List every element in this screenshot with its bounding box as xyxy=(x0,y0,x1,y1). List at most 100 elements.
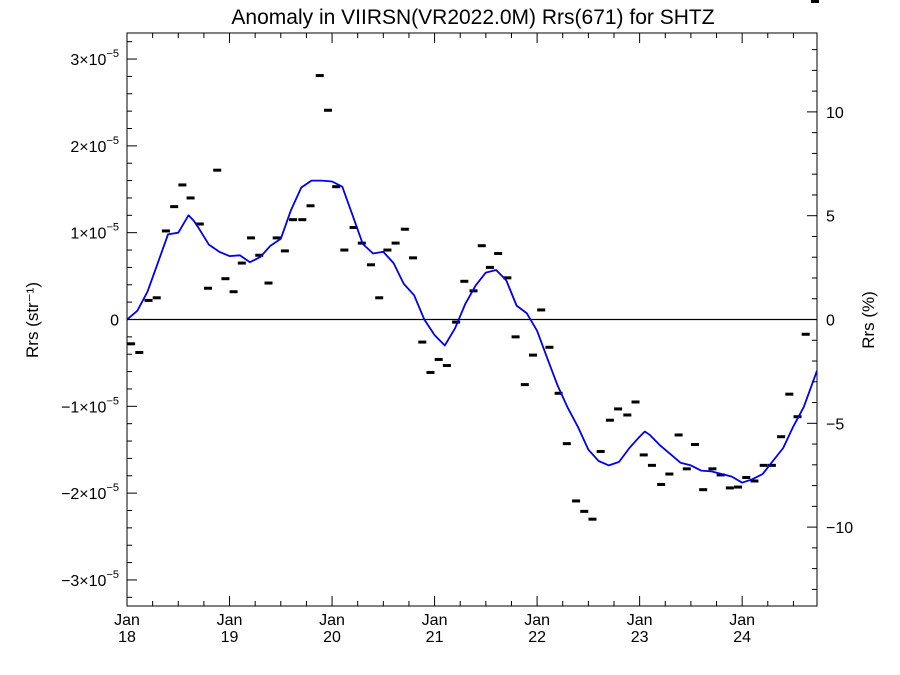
monthly-point xyxy=(793,415,802,419)
monthly-point xyxy=(734,485,743,489)
monthly-point xyxy=(460,279,469,283)
monthly-point xyxy=(647,463,656,467)
monthly-point xyxy=(221,277,230,281)
monthly-point xyxy=(631,400,640,404)
monthly-point xyxy=(340,248,349,252)
monthly-point xyxy=(247,236,256,240)
monthly-point xyxy=(255,253,264,257)
monthly-point xyxy=(152,296,161,300)
y-left-tick-label: 1×10−5 xyxy=(70,222,119,243)
x-tick-label-month: Jan xyxy=(422,612,448,629)
monthly-point xyxy=(400,227,409,231)
monthly-point xyxy=(203,286,212,290)
plot-area xyxy=(126,0,819,607)
x-tick-label-year: 18 xyxy=(118,629,136,646)
monthly-point xyxy=(690,443,699,447)
monthly-point xyxy=(298,218,307,222)
monthly-point xyxy=(280,249,289,253)
x-tick-label-month: Jan xyxy=(114,612,140,629)
monthly-point xyxy=(682,467,691,471)
y-right-tick-label: 10 xyxy=(826,105,844,122)
x-tick-label-year: 21 xyxy=(426,629,444,646)
monthly-point xyxy=(614,407,623,411)
monthly-point xyxy=(785,392,794,396)
monthly-point xyxy=(503,276,512,280)
monthly-point xyxy=(605,418,614,422)
monthly-point xyxy=(716,473,725,477)
monthly-point xyxy=(572,499,581,503)
monthly-point xyxy=(426,370,435,374)
monthly-point xyxy=(375,296,384,300)
x-tick-label-month: Jan xyxy=(319,612,345,629)
monthly-point xyxy=(623,413,632,417)
monthly-point xyxy=(170,205,179,209)
monthly-point xyxy=(434,357,443,361)
x-tick-label-year: 20 xyxy=(323,629,341,646)
monthly-point xyxy=(127,342,136,346)
monthly-point xyxy=(391,241,400,245)
monthly-point xyxy=(144,298,153,302)
monthly-point xyxy=(529,353,538,357)
monthly-point xyxy=(562,442,571,446)
monthly-point xyxy=(759,463,768,467)
monthly-point xyxy=(237,261,246,265)
monthly-point xyxy=(178,183,187,187)
monthly-point xyxy=(213,168,222,172)
x-tick-label-year: 24 xyxy=(733,629,751,646)
monthly-point xyxy=(725,486,734,490)
monthly-point xyxy=(452,320,461,324)
y-right-tick-label: −10 xyxy=(826,520,853,537)
monthly-point xyxy=(289,218,298,222)
monthly-point xyxy=(477,244,486,248)
monthly-point xyxy=(588,517,597,521)
monthly-point xyxy=(494,252,503,256)
y-right-tick-label: −5 xyxy=(826,416,844,433)
smoothed-line xyxy=(126,179,818,484)
monthly-point xyxy=(810,0,819,3)
monthly-points-layer xyxy=(127,0,819,521)
monthly-point xyxy=(315,74,324,78)
x-tick-label-month: Jan xyxy=(627,612,653,629)
y-left-tick-label: 3×10−5 xyxy=(70,48,119,69)
monthly-point xyxy=(674,433,683,437)
monthly-point xyxy=(186,196,195,200)
monthly-point xyxy=(135,350,144,354)
monthly-point xyxy=(332,185,341,189)
y-axis-left: 3×10−5 2×10−5 1×10−5 0 −1×10−5 −2×10−5 −3×10−5 xyxy=(61,41,137,598)
monthly-point xyxy=(554,391,563,395)
monthly-point xyxy=(545,345,554,349)
y-left-tick-label: −2×10−5 xyxy=(61,482,119,503)
monthly-point xyxy=(161,229,170,233)
monthly-point xyxy=(596,449,605,453)
monthly-point xyxy=(742,476,751,480)
monthly-point xyxy=(272,236,281,240)
monthly-point xyxy=(537,308,546,312)
x-tick-label-year: 19 xyxy=(221,629,239,646)
monthly-point xyxy=(264,281,273,285)
monthly-point xyxy=(708,467,717,471)
y-axis-right-title: Rrs (%) xyxy=(859,291,878,349)
monthly-point xyxy=(442,364,451,368)
y-axis-left-title: Rrs (str⁻¹) xyxy=(23,282,42,358)
monthly-point xyxy=(520,383,529,387)
x-tick-label-month: Jan xyxy=(524,612,550,629)
monthly-point xyxy=(323,108,332,112)
monthly-point xyxy=(195,222,204,226)
monthly-point xyxy=(767,463,776,467)
monthly-point xyxy=(801,332,810,336)
monthly-point xyxy=(306,204,315,208)
x-tick-label-year: 23 xyxy=(631,629,649,646)
monthly-point xyxy=(657,482,666,486)
smoothed-line-layer xyxy=(126,179,818,484)
monthly-point xyxy=(699,488,708,492)
monthly-point xyxy=(580,509,589,513)
monthly-point xyxy=(639,453,648,457)
y-right-tick-label: 0 xyxy=(826,313,835,330)
monthly-point xyxy=(418,340,427,344)
y-left-tick-label: −1×10−5 xyxy=(61,395,119,416)
monthly-point xyxy=(485,265,494,269)
x-tick-label-year: 22 xyxy=(528,629,546,646)
monthly-point xyxy=(367,263,376,267)
